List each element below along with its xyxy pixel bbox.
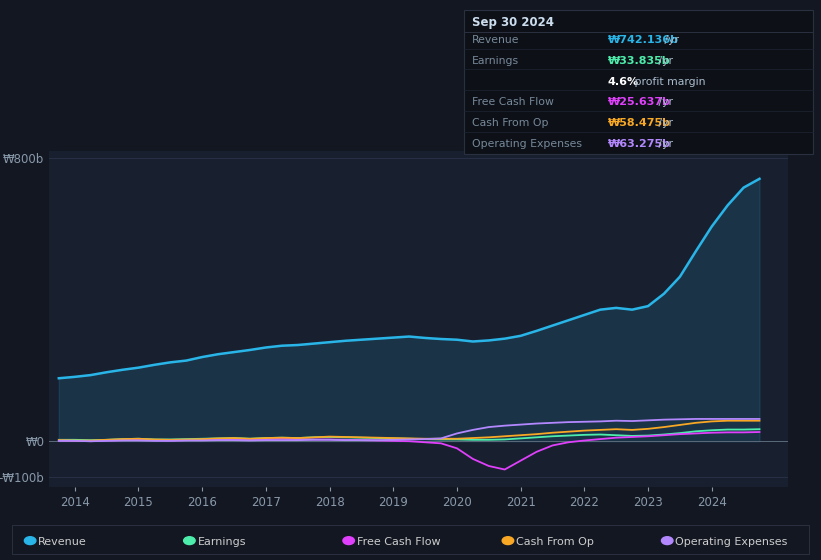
Text: Free Cash Flow: Free Cash Flow (472, 97, 554, 108)
Text: Earnings: Earnings (472, 56, 519, 66)
Text: Free Cash Flow: Free Cash Flow (357, 537, 441, 547)
Text: Operating Expenses: Operating Expenses (676, 537, 788, 547)
Text: /yr: /yr (661, 35, 679, 45)
Text: Operating Expenses: Operating Expenses (472, 139, 582, 149)
Text: ₩25.637b: ₩25.637b (608, 97, 671, 108)
Text: ₩742.136b: ₩742.136b (608, 35, 678, 45)
Text: Cash From Op: Cash From Op (516, 537, 594, 547)
Text: Revenue: Revenue (39, 537, 87, 547)
Text: ₩63.275b: ₩63.275b (608, 139, 671, 149)
Text: Revenue: Revenue (472, 35, 520, 45)
Text: profit margin: profit margin (631, 77, 706, 87)
Text: Sep 30 2024: Sep 30 2024 (472, 16, 554, 29)
Text: ₩58.475b: ₩58.475b (608, 118, 671, 128)
Text: Cash From Op: Cash From Op (472, 118, 548, 128)
Text: /yr: /yr (655, 56, 673, 66)
Text: ₩33.835b: ₩33.835b (608, 56, 670, 66)
Text: /yr: /yr (655, 139, 673, 149)
Text: 4.6%: 4.6% (608, 77, 639, 87)
Text: /yr: /yr (655, 97, 673, 108)
Text: Earnings: Earnings (198, 537, 246, 547)
Text: /yr: /yr (655, 118, 673, 128)
